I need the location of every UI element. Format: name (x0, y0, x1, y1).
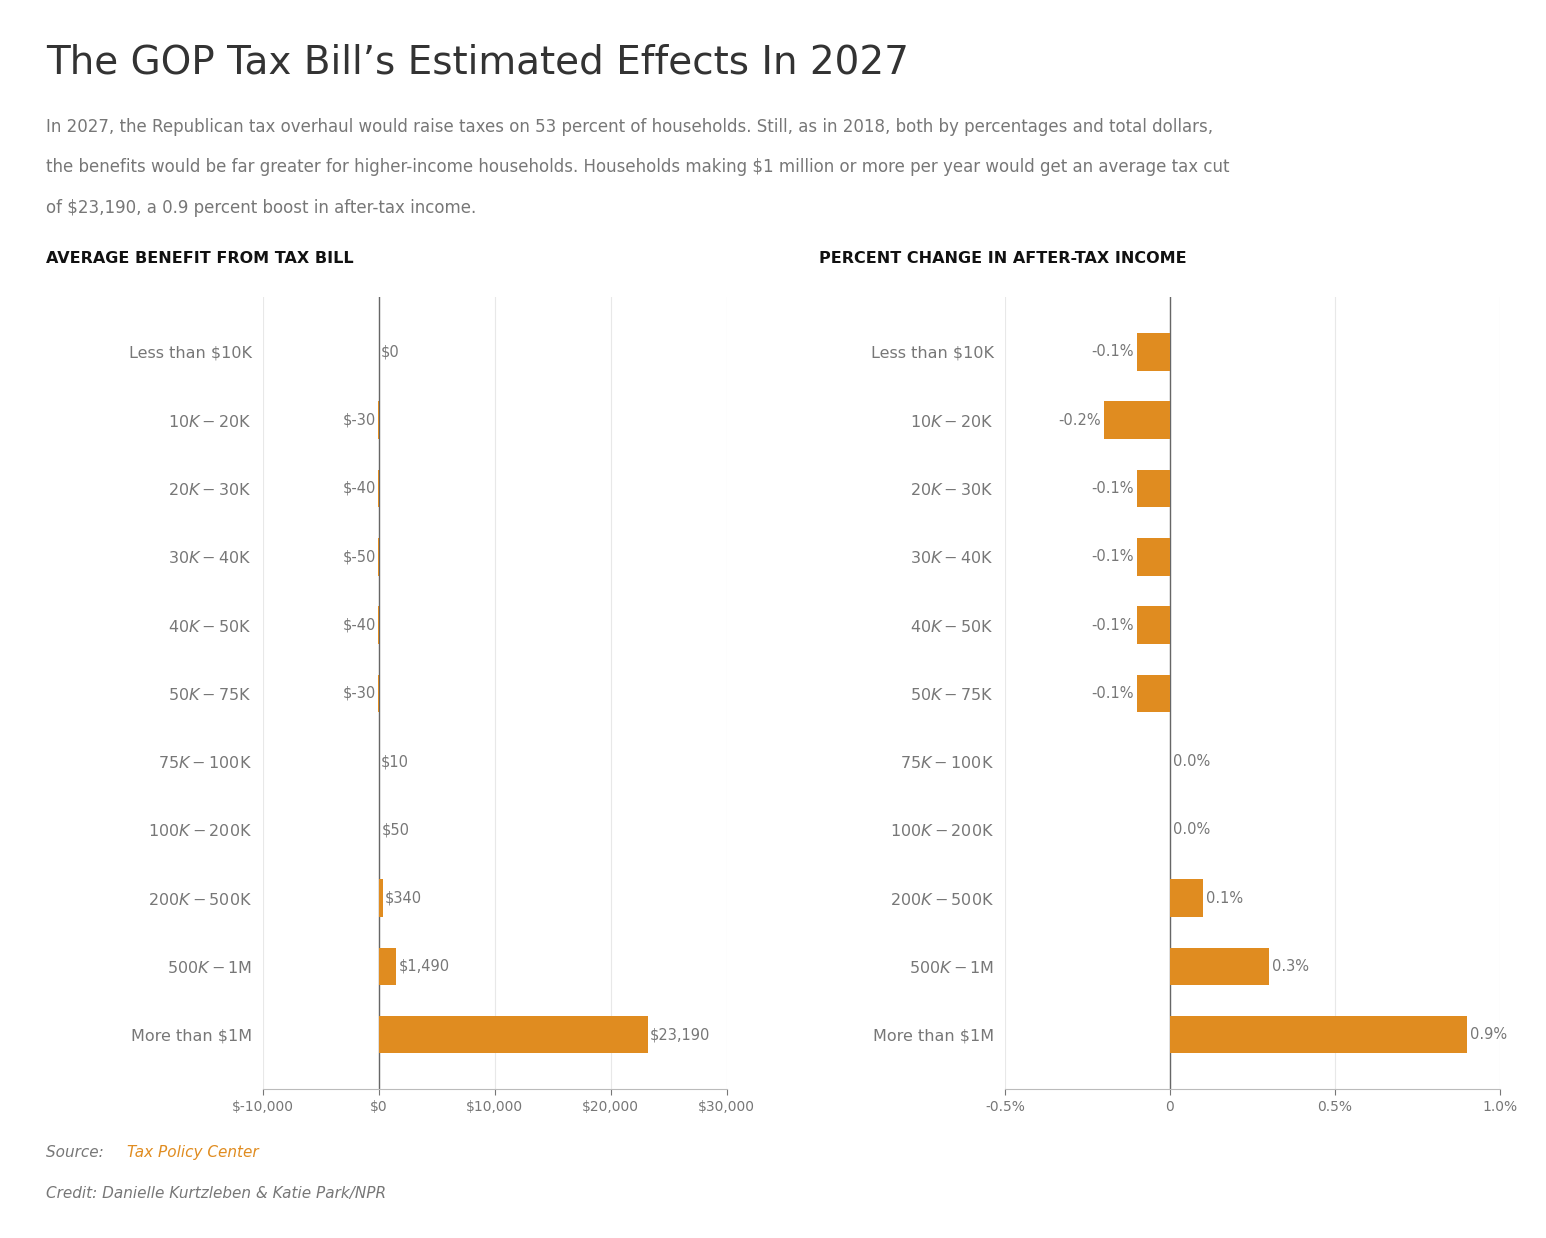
Text: the benefits would be far greater for higher-income households. Households makin: the benefits would be far greater for hi… (46, 158, 1231, 177)
Text: 0.9%: 0.9% (1470, 1028, 1507, 1042)
Bar (1170, 879, 1203, 917)
Text: $50: $50 (382, 822, 410, 837)
Text: -0.1%: -0.1% (1091, 344, 1133, 359)
Text: Credit: Danielle Kurtzleben & Katie Park/NPR: Credit: Danielle Kurtzleben & Katie Park… (46, 1186, 386, 1201)
Text: PERCENT CHANGE IN AFTER-TAX INCOME: PERCENT CHANGE IN AFTER-TAX INCOME (819, 251, 1187, 266)
Text: 0.0%: 0.0% (1173, 754, 1211, 769)
Text: $10: $10 (382, 754, 410, 769)
Bar (379, 1016, 648, 1054)
Text: -0.1%: -0.1% (1091, 686, 1133, 701)
Text: 0.0%: 0.0% (1173, 822, 1211, 837)
Text: -0.1%: -0.1% (1091, 550, 1133, 565)
Text: $-40: $-40 (343, 480, 376, 496)
Text: $23,190: $23,190 (649, 1028, 710, 1042)
Text: $-30: $-30 (343, 686, 376, 701)
Text: $1,490: $1,490 (399, 959, 450, 974)
Text: $0: $0 (382, 344, 400, 359)
Text: of $23,190, a 0.9 percent boost in after-tax income.: of $23,190, a 0.9 percent boost in after… (46, 199, 476, 218)
Bar (1136, 469, 1170, 508)
Text: $340: $340 (385, 890, 422, 906)
Bar (379, 879, 383, 917)
Bar (1104, 401, 1170, 439)
Text: -0.1%: -0.1% (1091, 480, 1133, 496)
Bar (1170, 1016, 1467, 1054)
Text: 0.1%: 0.1% (1206, 890, 1243, 906)
Text: AVERAGE BENEFIT FROM TAX BILL: AVERAGE BENEFIT FROM TAX BILL (46, 251, 354, 266)
Text: The GOP Tax Bill’s Estimated Effects In 2027: The GOP Tax Bill’s Estimated Effects In … (46, 43, 909, 82)
Text: Tax Policy Center: Tax Policy Center (127, 1145, 258, 1160)
Text: -0.1%: -0.1% (1091, 618, 1133, 633)
Bar (379, 947, 396, 985)
Text: In 2027, the Republican tax overhaul would raise taxes on 53 percent of househol: In 2027, the Republican tax overhaul wou… (46, 118, 1214, 136)
Text: $-40: $-40 (343, 618, 376, 633)
Bar (1136, 607, 1170, 644)
Text: 0.3%: 0.3% (1272, 959, 1309, 974)
Text: -0.2%: -0.2% (1057, 412, 1101, 427)
Text: $-30: $-30 (343, 412, 376, 427)
Text: $-50: $-50 (343, 550, 376, 565)
Text: Source:: Source: (46, 1145, 110, 1160)
Bar (1170, 947, 1269, 985)
Bar (1136, 675, 1170, 712)
Bar (1136, 539, 1170, 576)
Bar (1136, 333, 1170, 370)
